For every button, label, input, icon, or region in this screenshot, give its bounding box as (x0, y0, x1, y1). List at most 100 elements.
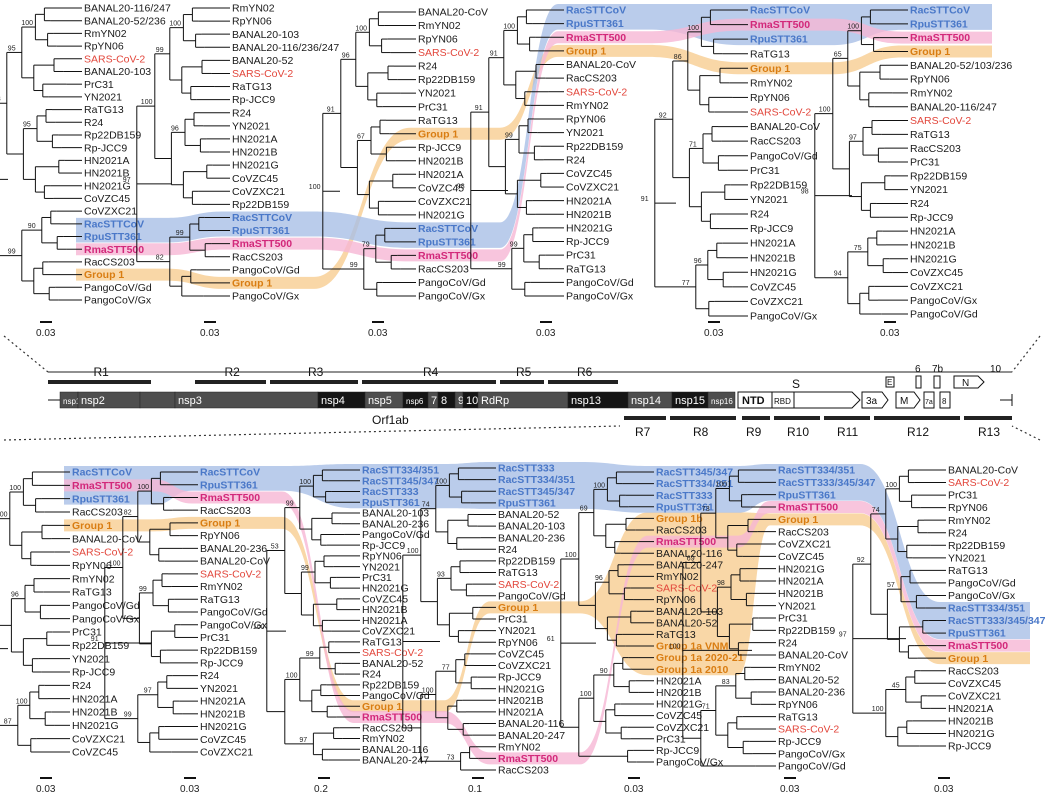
tip-label: PangoCoV/Gx (778, 748, 846, 760)
tip-label: HN2021A (200, 696, 246, 708)
bootstrap-value: 99 (124, 712, 132, 719)
tip-label: SARS-CoV-2 (232, 68, 293, 80)
tip-label: YN2021 (72, 653, 110, 665)
orf7a-box (923, 391, 935, 409)
tip-label: HN2021B (84, 168, 130, 180)
tip-label: RpYN06 (498, 637, 538, 649)
bootstrap-value: 100 (169, 21, 181, 28)
tree-R13: BANAL20-CoVSARS-CoV-2PrC31RpYN06RmYN02R2… (839, 465, 1046, 795)
tip-label: RpuSTT361 (566, 18, 624, 30)
tip-label: HN2021A (362, 615, 408, 627)
tip-label: R24 (948, 527, 967, 539)
tip-label: RaTG13 (200, 594, 240, 606)
region-label: R13 (978, 425, 1000, 439)
orf1ab-label: Orf1ab (372, 413, 409, 427)
bootstrap-value: 98 (801, 189, 809, 196)
tip-label: RaTG13 (750, 48, 790, 60)
scale-label: 0.03 (368, 328, 388, 339)
tip-label: HN2021A (232, 134, 278, 146)
tip-label: RacSTT333 (362, 486, 419, 498)
tip-label: RacSTTCoV (232, 212, 292, 224)
tip-label: HN2021B (418, 155, 464, 167)
tip-label: R24 (200, 670, 219, 682)
tip-label: RmaSTT500 (778, 502, 838, 514)
tip-label: Rp22DB159 (362, 679, 419, 691)
tree-R11: RacSTT345/347RacSTT334/351RacSTT333RpuST… (547, 467, 744, 795)
tip-label: CoVZXC45 (910, 267, 963, 279)
scale-label: 0.03 (934, 784, 954, 795)
tip-label: Rp-JCC9 (750, 223, 793, 235)
orf3a-arrow (861, 391, 889, 409)
tip-label: RacSTTCoV (750, 5, 810, 17)
accessory-label: 6 (915, 364, 921, 375)
tip-label: CoVZXC21 (910, 281, 963, 293)
tip-label: CoVZXC21 (232, 186, 285, 198)
tip-label: HN2021B (72, 707, 118, 719)
tip-label: BANAL20-116/247 (910, 101, 997, 113)
tip-label: RmaSTT500 (200, 492, 260, 504)
tip-label: Rp-JCC9 (948, 741, 991, 753)
tip-label: YN2021 (418, 88, 456, 100)
region-label: R8 (693, 425, 709, 439)
tip-label: Group 1 (84, 269, 124, 281)
tip-label: Group 1 (778, 514, 818, 526)
tip-label: Rp-JCC9 (910, 212, 953, 224)
bootstrap-value: 100 (885, 482, 897, 489)
tip-label: RpYN06 (418, 34, 458, 46)
bootstrap-value: 69 (687, 556, 695, 563)
tip-label: HN2021G (750, 267, 797, 279)
tip-label: RpuSTT361 (72, 493, 130, 505)
tip-label: Rp-JCC9 (200, 658, 243, 670)
bootstrap-value: 100 (21, 20, 33, 27)
tip-label: CoVZXC21 (362, 626, 415, 638)
tip-label: PrC31 (910, 157, 940, 169)
tip-label: RmYN02 (418, 20, 461, 32)
tip-label: PrC31 (566, 250, 596, 262)
tip-label: CoVZXC21 (750, 296, 803, 308)
tip-label: BANAL20-52/236 (84, 15, 166, 27)
orf-segment-label: nsp4 (321, 395, 345, 407)
bootstrap-value: 73 (702, 506, 710, 513)
tip-label: HN2021B (200, 708, 246, 720)
tip-label: RacCS203 (72, 507, 123, 519)
region-label: R9 (746, 425, 762, 439)
orange-band (64, 44, 1030, 713)
bootstrap-value: 82 (124, 510, 132, 517)
bootstrap-value: 90 (600, 668, 608, 675)
tip-label: PangoCoV/Gx (84, 295, 152, 307)
bootstrap-value: 91 (641, 196, 649, 203)
tip-label: CoVZC45 (498, 648, 544, 660)
tip-label: Rp22DB159 (948, 540, 1005, 552)
tip-label: PangoCoV/Gd (778, 761, 846, 773)
ntd-label: NTD (742, 395, 765, 407)
tip-label: RpuSTT361 (418, 237, 476, 249)
bootstrap-value: 74 (872, 507, 880, 514)
bootstrap-value: 100 (0, 512, 8, 519)
bootstrap-value: 91 (490, 51, 498, 58)
tip-label: RpuSTT361 (232, 225, 290, 237)
tree-R2: RmYN02RpYN06BANAL20-103BANAL20-116/236/2… (123, 3, 340, 339)
tip-label: SARS-CoV-2 (566, 86, 627, 98)
tip-label: RpuSTT361 (910, 18, 968, 30)
tip-label: RmYN02 (362, 733, 405, 745)
tip-label: PangoCoV/Gd (750, 150, 818, 162)
tip-label: Group 1a 2020-21 (656, 652, 744, 664)
tip-label: BANAL20-236 (200, 543, 267, 555)
bootstrap-value: 94 (834, 271, 842, 278)
bootstrap-value: 100 (253, 624, 265, 631)
tip-label: CoVZXC21 (72, 733, 125, 745)
tip-label: CoVZC45 (200, 734, 246, 746)
tip-label: RmaSTT500 (910, 32, 970, 44)
tip-label: RmaSTT500 (566, 32, 626, 44)
tip-label: RacCS203 (910, 143, 961, 155)
bootstrap-value: 99 (498, 262, 506, 269)
tip-label: SARS-CoV-2 (750, 107, 811, 119)
tip-label: RpYN06 (362, 551, 402, 563)
tip-label: RmaSTT500 (498, 753, 558, 765)
tip-label: Group 1a 2010 (656, 664, 729, 676)
tip-label: PangoCoV/Gd (362, 529, 430, 541)
accessory-label: N (962, 378, 969, 389)
tip-label: RmYN02 (750, 77, 793, 89)
tip-label: BANAL20-103 (232, 29, 299, 41)
bootstrap-value: 99 (306, 651, 314, 658)
